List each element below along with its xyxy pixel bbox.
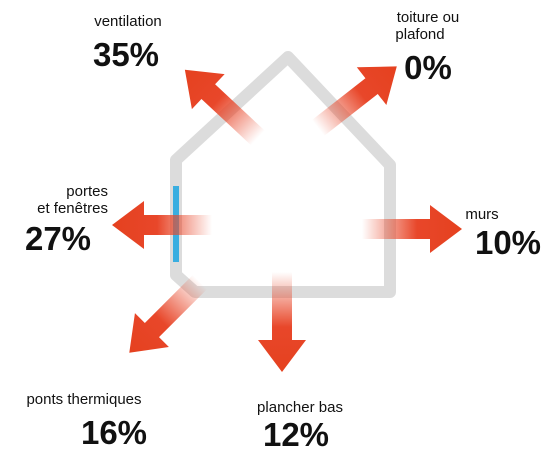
arrow-ventilation [168, 52, 274, 155]
diagram: ventilation 35% toiture ou plafond 0% po… [0, 0, 557, 449]
label: toiture ou [397, 9, 460, 26]
label: murs [465, 206, 498, 223]
label: ponts thermiques [26, 391, 141, 408]
arrows [112, 48, 462, 372]
percentage: 10% [475, 224, 541, 261]
arrow-doors [112, 201, 212, 249]
label: ventilation [94, 13, 162, 30]
label: et fenêtres [37, 200, 108, 217]
percentage: 35% [93, 36, 159, 73]
percentage: 12% [263, 416, 329, 449]
percentage: 16% [81, 414, 147, 449]
percentage: 0% [404, 49, 452, 86]
label: portes [66, 183, 108, 200]
label: plancher bas [257, 399, 343, 416]
arrow-walls [362, 205, 462, 253]
arrow-thermal-bridges [112, 265, 217, 370]
label: plafond [395, 26, 444, 43]
percentage: 27% [25, 220, 91, 257]
